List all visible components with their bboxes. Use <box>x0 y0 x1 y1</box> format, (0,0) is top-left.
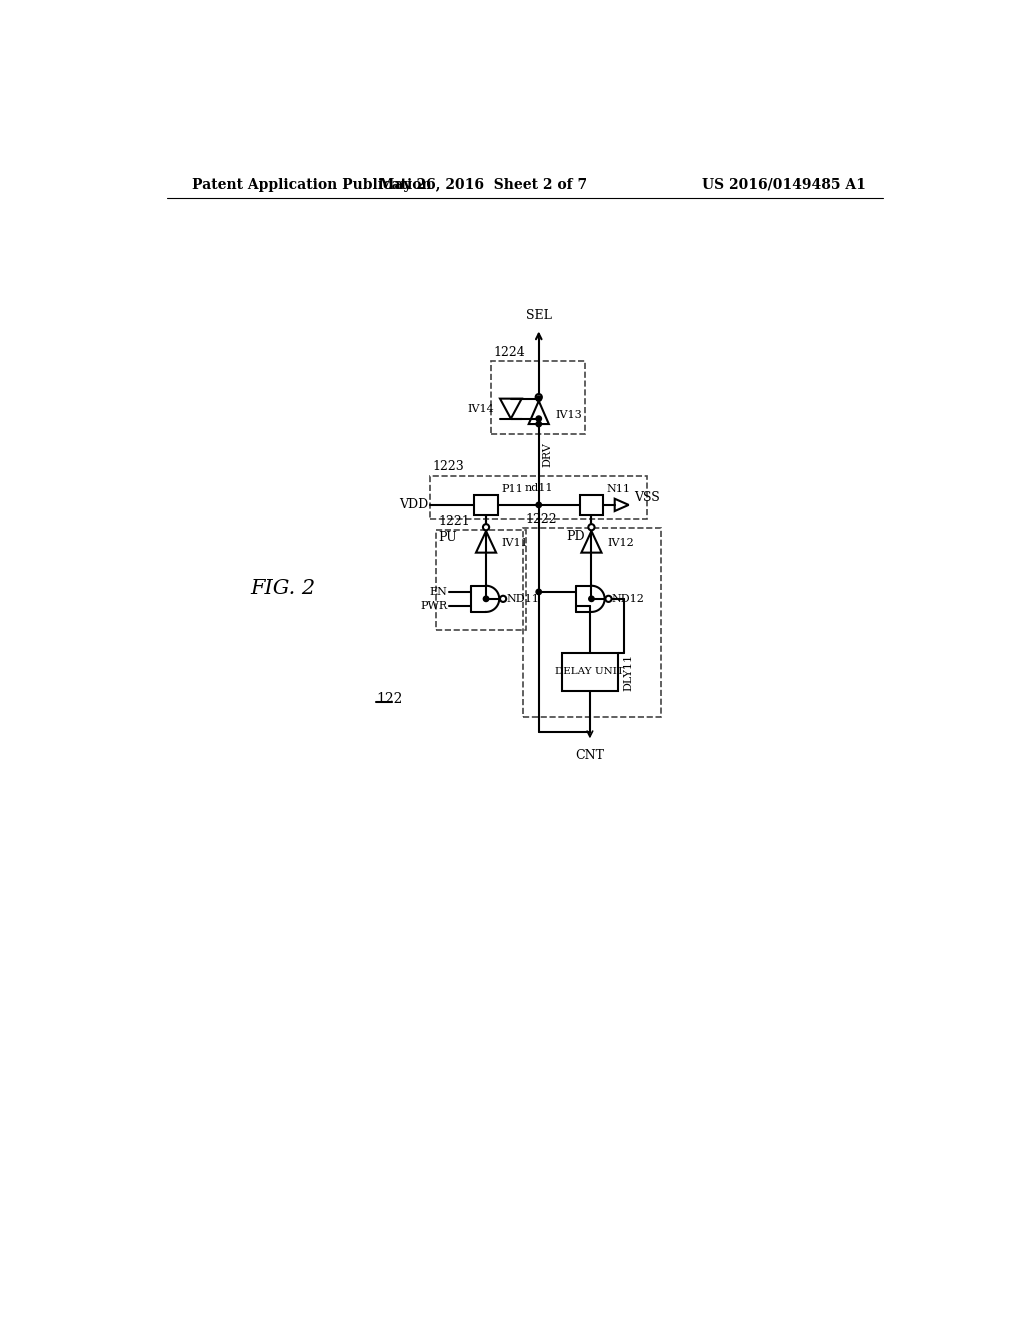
Text: ND11: ND11 <box>506 594 539 603</box>
Text: DLY11: DLY11 <box>624 653 634 690</box>
Circle shape <box>589 597 594 602</box>
Circle shape <box>536 421 542 426</box>
Text: N11: N11 <box>607 484 631 494</box>
Circle shape <box>536 416 542 421</box>
Bar <box>523 528 662 717</box>
Text: 1222: 1222 <box>525 513 557 527</box>
Text: May 26, 2016  Sheet 2 of 7: May 26, 2016 Sheet 2 of 7 <box>379 178 587 191</box>
Text: IV12: IV12 <box>607 539 634 548</box>
Circle shape <box>500 595 506 602</box>
Text: ND12: ND12 <box>611 594 644 603</box>
Text: IV13: IV13 <box>556 409 583 420</box>
Circle shape <box>536 396 542 401</box>
Text: 122: 122 <box>376 692 402 706</box>
Bar <box>430 475 647 519</box>
Text: P11: P11 <box>502 484 523 494</box>
Text: nd11: nd11 <box>524 483 553 494</box>
Text: PD: PD <box>566 529 585 543</box>
Circle shape <box>536 395 542 400</box>
Text: SEL: SEL <box>525 309 552 322</box>
Circle shape <box>605 595 611 602</box>
Circle shape <box>483 524 489 531</box>
Text: 1223: 1223 <box>432 459 464 473</box>
Bar <box>580 495 603 515</box>
Bar <box>490 360 586 434</box>
Circle shape <box>483 597 488 602</box>
Bar <box>474 495 498 515</box>
Text: FIG. 2: FIG. 2 <box>251 578 315 598</box>
Circle shape <box>536 502 542 508</box>
Text: Patent Application Publication: Patent Application Publication <box>191 178 431 191</box>
Text: 1224: 1224 <box>493 346 524 359</box>
Circle shape <box>536 589 542 594</box>
Text: DELAY UNIT: DELAY UNIT <box>555 668 625 676</box>
Text: PU: PU <box>438 531 458 544</box>
Bar <box>562 653 617 692</box>
Text: US 2016/0149485 A1: US 2016/0149485 A1 <box>701 178 865 191</box>
Bar <box>436 529 526 630</box>
Text: 1221: 1221 <box>438 515 470 528</box>
Text: IV14: IV14 <box>467 404 494 413</box>
Text: IV11: IV11 <box>502 539 528 548</box>
Text: VDD: VDD <box>399 499 429 511</box>
Text: CNT: CNT <box>575 748 604 762</box>
Text: DRV: DRV <box>543 442 553 467</box>
Text: PWR: PWR <box>420 601 447 611</box>
Circle shape <box>589 524 595 531</box>
Text: EN: EN <box>429 587 447 597</box>
Text: VSS: VSS <box>634 491 659 504</box>
